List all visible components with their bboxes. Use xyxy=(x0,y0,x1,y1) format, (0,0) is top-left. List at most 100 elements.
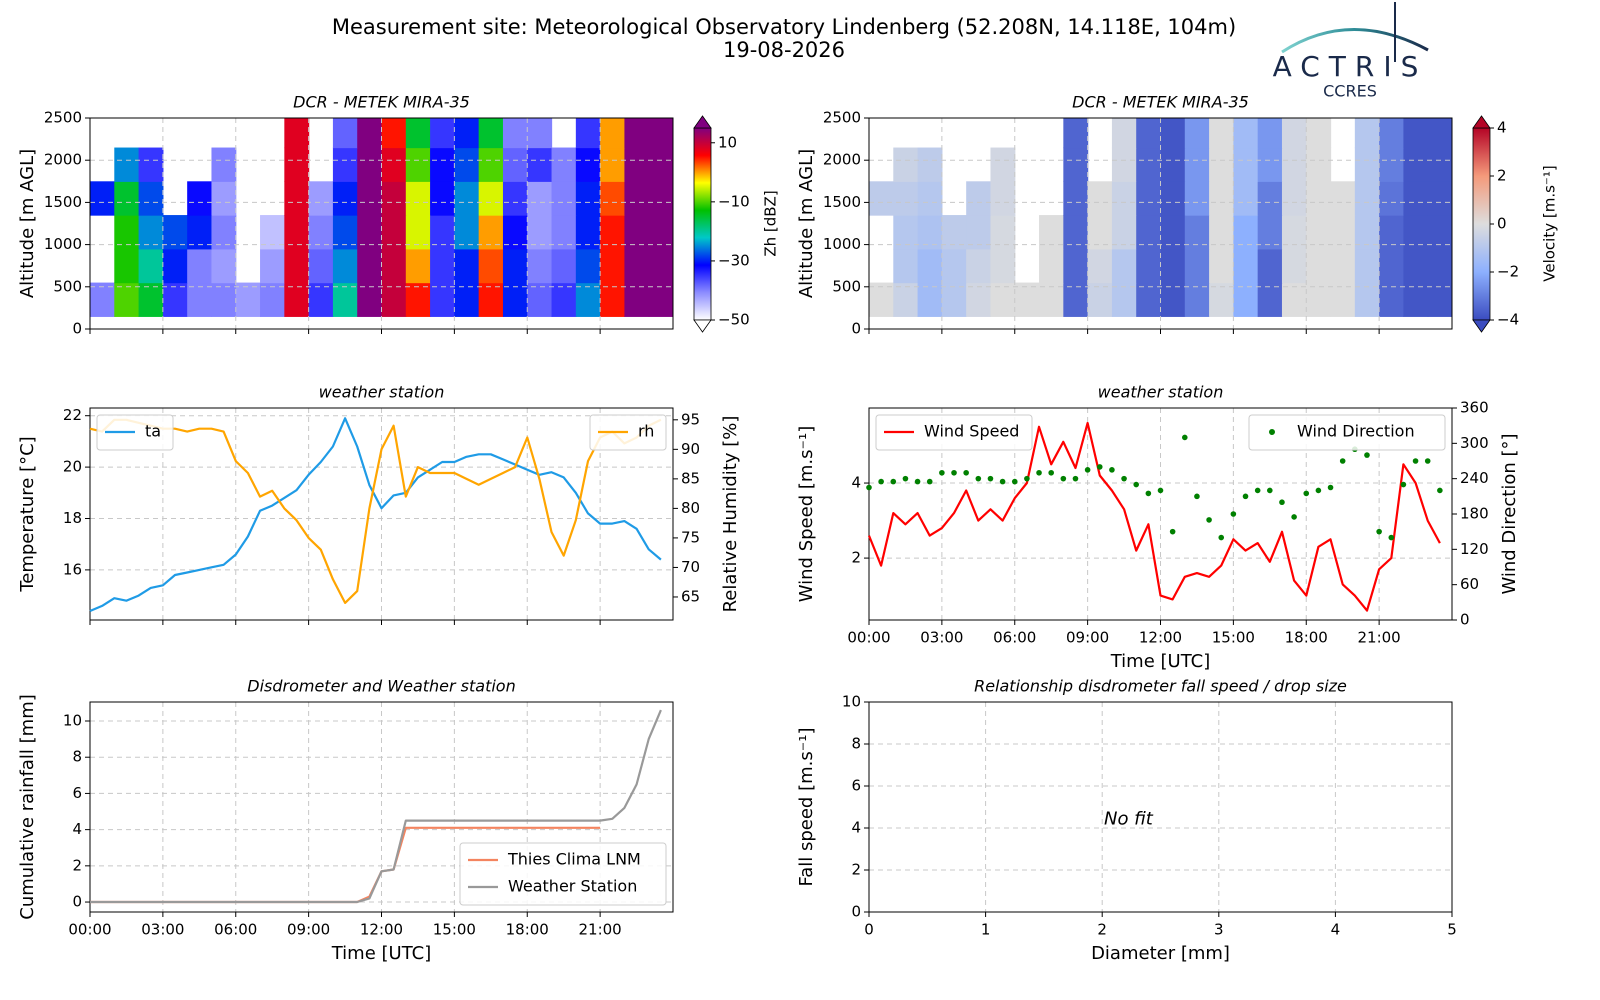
heatmap-cell xyxy=(332,215,358,250)
heatmap-cell xyxy=(1403,282,1429,317)
y-tick-label: 0 xyxy=(72,893,82,911)
heatmap-cell xyxy=(405,248,431,284)
heatmap-cell xyxy=(1111,215,1137,250)
heatmap-cell xyxy=(381,248,407,284)
y-tick-label: 0 xyxy=(851,903,861,921)
heatmap-cell xyxy=(502,118,528,149)
heatmap-cell xyxy=(430,248,455,284)
heatmap-cell xyxy=(624,147,650,182)
y-tick-label: 6 xyxy=(72,784,82,802)
heatmap-cell xyxy=(1209,248,1234,284)
marker xyxy=(1072,475,1079,482)
heatmap-cell xyxy=(1087,181,1113,216)
x-tick-label: 06:00 xyxy=(993,629,1036,647)
y-axis-label: Cumulative rainfall [mm] xyxy=(17,694,38,920)
y2-tick-label: 60 xyxy=(1460,575,1479,593)
y2-tick-label: 240 xyxy=(1460,469,1489,487)
panel-title: DCR - METEK MIRA-35 xyxy=(293,93,470,112)
heatmap-cell xyxy=(381,181,407,216)
panel-title: weather station xyxy=(1098,383,1224,402)
marker xyxy=(1315,487,1322,494)
marker xyxy=(1400,481,1407,488)
plot-frame xyxy=(868,117,1453,330)
heatmap-cell xyxy=(1330,282,1356,317)
legend-label: ta xyxy=(145,422,161,441)
annotation: No fit xyxy=(1104,809,1154,830)
x-tick-label: 12:00 xyxy=(1139,629,1182,647)
heatmap-cell xyxy=(648,248,673,284)
heatmap-cell xyxy=(284,248,310,284)
heatmap xyxy=(90,118,673,317)
logo-text: ACTRIS xyxy=(1273,50,1428,83)
marker xyxy=(1388,534,1395,541)
series-line xyxy=(90,709,662,904)
heatmap-cell xyxy=(502,181,528,216)
heatmap-cell xyxy=(575,181,601,216)
marker xyxy=(866,484,872,491)
heatmap-cell xyxy=(260,248,285,284)
heatmap-cell xyxy=(284,118,310,149)
heatmap-cell xyxy=(1160,282,1186,317)
heatmap-cell xyxy=(551,215,577,250)
heatmap-cell xyxy=(187,181,213,216)
y-tick-label: 4 xyxy=(851,819,861,837)
y-tick-label: 2 xyxy=(851,861,861,879)
heatmap-cell xyxy=(381,215,407,250)
heatmap-cell xyxy=(1306,147,1332,182)
heatmap-cell xyxy=(600,118,626,149)
y-tick-label: 1500 xyxy=(823,193,861,211)
heatmap-cell xyxy=(990,147,1016,182)
heatmap-cell xyxy=(405,118,431,149)
heatmap-cell xyxy=(1306,215,1332,250)
heatmap-cell xyxy=(1257,215,1283,250)
heatmap-cell xyxy=(990,181,1016,216)
marker xyxy=(1060,475,1067,482)
heatmap-cell xyxy=(357,147,383,182)
heatmap-cell xyxy=(1233,181,1259,216)
y2-axis-label: Relative Humidity [%] xyxy=(720,416,741,613)
heatmap-cell xyxy=(284,181,310,216)
heatmap-cell xyxy=(478,215,504,250)
heatmap-cell xyxy=(187,248,213,284)
heatmap-cell xyxy=(478,118,504,149)
plot-front xyxy=(85,117,674,334)
x-tick-label: 15:00 xyxy=(433,921,476,939)
heatmap-cell xyxy=(1039,248,1064,284)
heatmap-cell xyxy=(138,282,164,317)
marker xyxy=(1291,514,1297,520)
heatmap-cell xyxy=(308,181,334,216)
heatmap-cell xyxy=(1403,147,1429,182)
heatmap-cell xyxy=(551,282,577,317)
heatmap-cell xyxy=(1087,248,1113,284)
marker xyxy=(1084,467,1091,473)
heatmap-cell xyxy=(527,215,553,250)
marker xyxy=(1437,487,1443,494)
heatmap-cell xyxy=(1281,147,1307,182)
heatmap-cell xyxy=(1136,248,1162,284)
heatmap-cell xyxy=(1184,147,1210,182)
marker xyxy=(1206,517,1212,523)
colorbar-label: Zh [dBZ] xyxy=(762,190,780,256)
heatmap-cell xyxy=(1379,248,1405,284)
plot-grid xyxy=(89,408,673,620)
heatmap-cell xyxy=(941,215,967,250)
marker xyxy=(1303,490,1310,497)
heatmap-cell xyxy=(430,118,455,149)
plot-front: Thies Clima LNM Weather Station xyxy=(85,701,674,917)
heatmap-cell xyxy=(260,282,285,317)
heatmap-cell xyxy=(624,181,650,216)
heatmap-cell xyxy=(1063,215,1089,250)
heatmap-cell xyxy=(502,147,528,182)
y-tick-label: 8 xyxy=(851,735,861,753)
y-tick-label: 2000 xyxy=(823,151,861,169)
heatmap-cell xyxy=(405,215,431,250)
heatmap-cell xyxy=(1330,215,1356,250)
x-tick-label: 03:00 xyxy=(141,921,184,939)
heatmap-cell xyxy=(114,181,140,216)
y-tick-label: 500 xyxy=(53,277,82,295)
heatmap-cell xyxy=(357,181,383,216)
y2-tick-label: 80 xyxy=(681,499,700,517)
y-axis-label: Fall speed [m.s⁻¹] xyxy=(796,728,817,887)
plot-front: No fit xyxy=(864,701,1453,917)
y-tick-label: 2 xyxy=(851,549,861,567)
